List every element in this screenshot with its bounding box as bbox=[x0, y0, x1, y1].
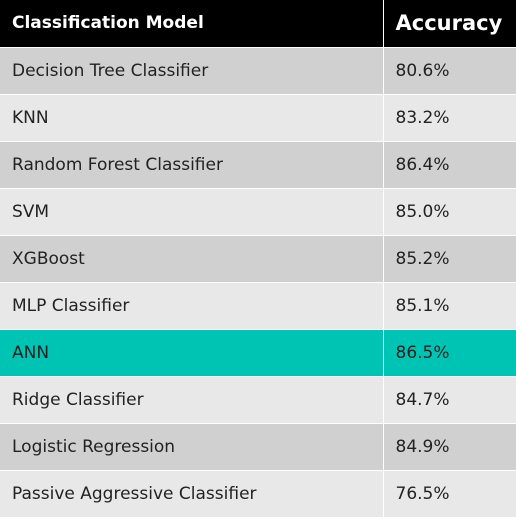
accuracy-cell: 84.7% bbox=[383, 376, 516, 424]
accuracy-cell: 80.6% bbox=[383, 47, 516, 95]
accuracy-cell: 84.9% bbox=[383, 423, 516, 471]
model-name-cell: KNN bbox=[0, 94, 384, 142]
model-name-cell: ANN bbox=[0, 329, 384, 377]
model-name-cell: Passive Aggressive Classifier bbox=[0, 470, 384, 518]
accuracy-cell: 76.5% bbox=[383, 470, 516, 518]
table-row: SVM 85.0% bbox=[0, 188, 516, 236]
table-row: Ridge Classifier 84.7% bbox=[0, 376, 516, 424]
header-accuracy: Accuracy bbox=[383, 0, 516, 48]
accuracy-cell: 83.2% bbox=[383, 94, 516, 142]
table-row: Decision Tree Classifier 80.6% bbox=[0, 47, 516, 95]
model-name-cell: Ridge Classifier bbox=[0, 376, 384, 424]
table-row: XGBoost 85.2% bbox=[0, 235, 516, 283]
model-name-cell: Decision Tree Classifier bbox=[0, 47, 384, 95]
accuracy-cell: 85.2% bbox=[383, 235, 516, 283]
model-name-cell: Random Forest Classifier bbox=[0, 141, 384, 189]
table-row: Passive Aggressive Classifier 76.5% bbox=[0, 470, 516, 518]
accuracy-cell: 86.4% bbox=[383, 141, 516, 189]
model-name-cell: MLP Classifier bbox=[0, 282, 384, 330]
accuracy-cell: 86.5% bbox=[383, 329, 516, 377]
header-classification-model: Classification Model bbox=[0, 0, 384, 48]
accuracy-cell: 85.0% bbox=[383, 188, 516, 236]
table-row-highlighted: ANN 86.5% bbox=[0, 329, 516, 377]
table-row: MLP Classifier 85.1% bbox=[0, 282, 516, 330]
model-name-cell: XGBoost bbox=[0, 235, 384, 283]
table-row: Random Forest Classifier 86.4% bbox=[0, 141, 516, 189]
table-row: Logistic Regression 84.9% bbox=[0, 423, 516, 471]
header-row: Classification Model Accuracy bbox=[0, 0, 516, 48]
model-name-cell: SVM bbox=[0, 188, 384, 236]
accuracy-cell: 85.1% bbox=[383, 282, 516, 330]
table-row: KNN 83.2% bbox=[0, 94, 516, 142]
model-name-cell: Logistic Regression bbox=[0, 423, 384, 471]
